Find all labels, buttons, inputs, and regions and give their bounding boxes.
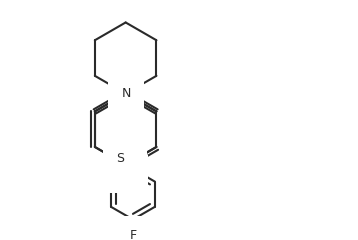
Text: F: F	[129, 229, 136, 240]
Text: S: S	[116, 152, 124, 165]
Text: N: N	[120, 87, 130, 100]
Text: N: N	[122, 87, 131, 100]
Text: O: O	[125, 152, 135, 165]
Text: NH: NH	[116, 168, 135, 180]
